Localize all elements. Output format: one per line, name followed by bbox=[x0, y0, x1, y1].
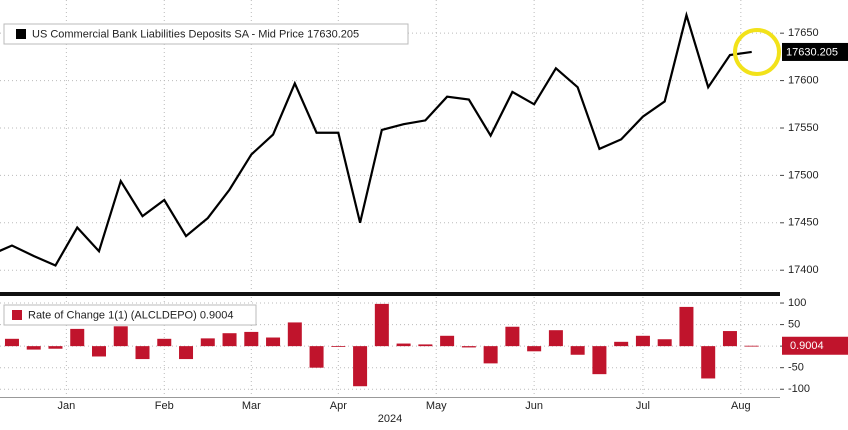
x-tick-label: Mar bbox=[242, 400, 261, 412]
bar bbox=[374, 303, 389, 347]
x-axis-line bbox=[0, 397, 780, 398]
x-tick-label: Aug bbox=[731, 400, 751, 412]
x-tick-label: Jan bbox=[57, 400, 75, 412]
bar bbox=[200, 338, 215, 347]
bar bbox=[396, 343, 411, 347]
bar bbox=[309, 346, 324, 368]
bar bbox=[505, 326, 520, 347]
bar bbox=[70, 328, 85, 347]
value-tag-label: 17630.205 bbox=[786, 46, 838, 58]
bar bbox=[418, 344, 433, 347]
legend-box bbox=[3, 304, 257, 326]
bar bbox=[635, 335, 650, 347]
bar bbox=[701, 346, 716, 379]
value-tag-label: 0.9004 bbox=[790, 340, 824, 352]
plot bbox=[0, 11, 752, 267]
x-axis-label: 2024 bbox=[378, 413, 402, 425]
bar bbox=[744, 345, 759, 347]
y-tick-label: 50 bbox=[788, 318, 800, 330]
legend-swatch bbox=[16, 29, 26, 39]
x-tick-label: Jul bbox=[636, 400, 650, 412]
bar bbox=[570, 346, 585, 355]
bar bbox=[722, 331, 737, 347]
bar bbox=[135, 346, 150, 360]
y-tick-label: 100 bbox=[788, 297, 806, 309]
line bbox=[0, 11, 752, 267]
x-tick-label: Feb bbox=[155, 400, 174, 412]
y-tick-label: -100 bbox=[788, 383, 810, 395]
bar bbox=[222, 333, 237, 347]
y-tick-label: 17450 bbox=[788, 217, 819, 229]
value-tag bbox=[782, 42, 848, 61]
y-tick-label: 17500 bbox=[788, 169, 819, 181]
bar bbox=[548, 330, 563, 347]
x-tick-label: May bbox=[426, 400, 447, 412]
bar bbox=[614, 341, 629, 347]
bar bbox=[657, 339, 672, 347]
bar bbox=[179, 346, 194, 360]
highlight-circle bbox=[733, 28, 781, 76]
legend-label: US Commercial Bank Liabilities Deposits … bbox=[32, 28, 359, 40]
bar bbox=[679, 306, 694, 347]
legend-box bbox=[3, 23, 409, 45]
y-tick-label: 17650 bbox=[788, 27, 819, 39]
bar bbox=[48, 346, 63, 349]
bar bbox=[527, 346, 542, 352]
legend-label: Rate of Change 1(1) (ALCLDEPO) 0.9004 bbox=[28, 309, 233, 321]
value-tag bbox=[782, 336, 848, 355]
bar bbox=[592, 346, 607, 375]
bar bbox=[331, 346, 346, 347]
panel-divider bbox=[0, 292, 780, 296]
bar bbox=[113, 326, 128, 347]
bar bbox=[483, 346, 498, 364]
x-tick-label: Apr bbox=[330, 400, 347, 412]
bar bbox=[353, 346, 368, 387]
x-tick-label: Jun bbox=[525, 400, 543, 412]
bar bbox=[266, 337, 281, 347]
bar bbox=[244, 331, 259, 347]
y-tick-label: 17600 bbox=[788, 74, 819, 86]
plot bbox=[4, 303, 759, 387]
bar bbox=[4, 338, 19, 347]
bar bbox=[26, 346, 41, 350]
bar bbox=[157, 338, 172, 347]
y-tick-label: 17400 bbox=[788, 264, 819, 276]
bar bbox=[287, 322, 302, 347]
y-tick-label: 17550 bbox=[788, 122, 819, 134]
legend-swatch bbox=[12, 310, 22, 320]
bar bbox=[440, 335, 455, 347]
y-tick-label: -50 bbox=[788, 362, 804, 374]
bar bbox=[91, 346, 106, 357]
bar bbox=[461, 346, 476, 348]
